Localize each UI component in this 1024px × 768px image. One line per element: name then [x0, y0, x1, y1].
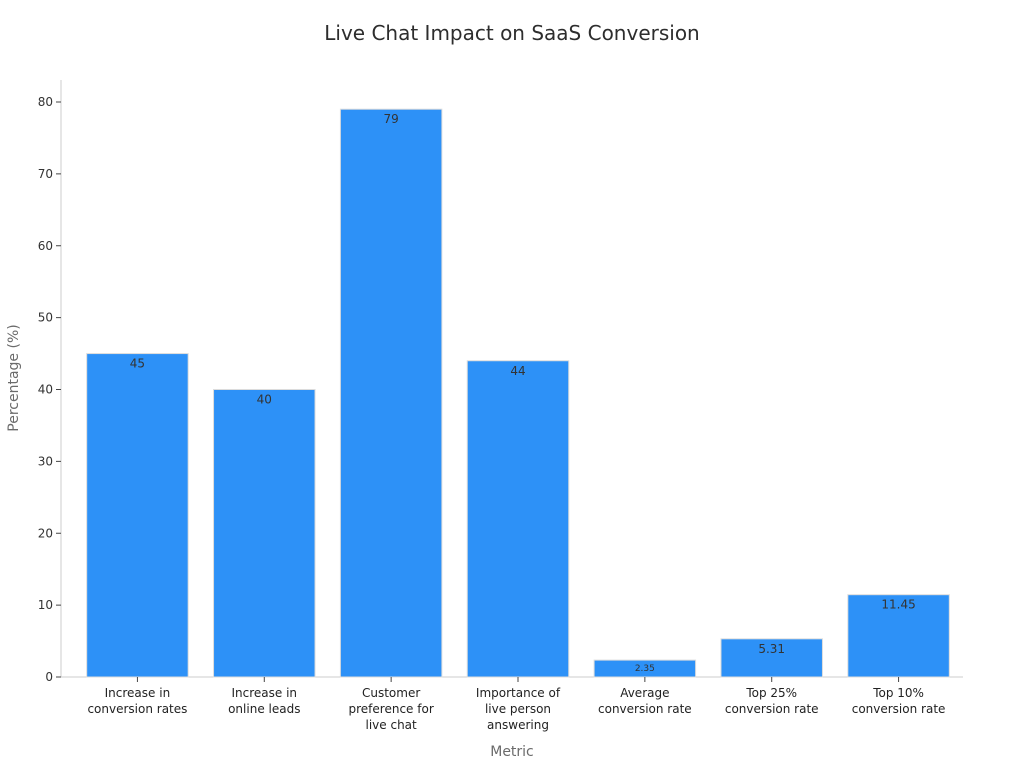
- bar-value-label: 44: [510, 364, 525, 378]
- bar: [720, 638, 823, 678]
- bar-value-label: 2.35: [635, 664, 655, 674]
- bar-value-label: 5.31: [758, 642, 785, 656]
- x-tick-label: Increase in online leads: [228, 686, 300, 716]
- y-tick-label: 80: [38, 95, 53, 109]
- x-tick-label-line: Increase in: [105, 686, 171, 700]
- y-tick-label: 10: [38, 598, 53, 612]
- y-axis-title: Percentage (%): [6, 324, 22, 431]
- y-tick-label: 30: [38, 454, 53, 468]
- bar: [86, 353, 189, 678]
- x-tick-label-line: conversion rates: [87, 702, 187, 716]
- x-tick-label: Importance of live person answering: [476, 686, 561, 732]
- bar: [847, 594, 950, 678]
- x-tick-label-line: Average: [620, 686, 669, 700]
- bar-value-label: 11.45: [881, 598, 915, 612]
- x-tick-label: Average conversion rate: [598, 686, 692, 716]
- x-tick-label-line: conversion rate: [852, 702, 946, 716]
- bar: [339, 108, 443, 678]
- x-tick-label-line: conversion rate: [598, 702, 692, 716]
- x-tick-label-line: Increase in: [232, 686, 298, 700]
- bar: [466, 360, 570, 678]
- x-tick-label: Top 25% conversion rate: [725, 686, 819, 716]
- x-tick-label-line: Top 25%: [745, 686, 797, 700]
- y-tick-label: 0: [45, 670, 53, 684]
- chart-title: Live Chat Impact on SaaS Conversion: [324, 21, 699, 45]
- x-tick-label-line: Top 10%: [872, 686, 924, 700]
- x-tick-label-line: online leads: [228, 702, 300, 716]
- bar-value-label: 40: [257, 393, 272, 407]
- x-tick-label-line: live person: [485, 702, 551, 716]
- bars-group: 45 40 79 44 2.35 5.31 11.45: [86, 108, 950, 678]
- y-tick-label: 40: [38, 383, 53, 397]
- x-tick-label: Increase in conversion rates: [87, 686, 187, 716]
- y-tick-label: 20: [38, 526, 53, 540]
- x-tick-label: Customer preference for live chat: [349, 686, 434, 732]
- x-axis-title: Metric: [490, 744, 534, 760]
- x-tick-label-line: conversion rate: [725, 702, 819, 716]
- bar-value-label: 79: [384, 112, 399, 126]
- x-axis-ticks: Increase in conversion rates Increase in on…: [87, 677, 945, 732]
- x-tick-label-line: Customer: [362, 686, 420, 700]
- y-tick-label: 60: [38, 239, 53, 253]
- y-tick-label: 70: [38, 167, 53, 181]
- x-tick-label-line: preference for: [349, 702, 434, 716]
- x-tick-label-line: answering: [487, 718, 549, 732]
- x-tick-label: Top 10% conversion rate: [852, 686, 946, 716]
- y-tick-label: 50: [38, 311, 53, 325]
- bar-value-label: 45: [130, 357, 145, 371]
- x-tick-label-line: Importance of: [476, 686, 561, 700]
- y-axis-ticks: 0 10 20 30 40 50 60 70 80: [38, 95, 61, 684]
- x-tick-label-line: live chat: [366, 718, 418, 732]
- bar: [213, 389, 316, 678]
